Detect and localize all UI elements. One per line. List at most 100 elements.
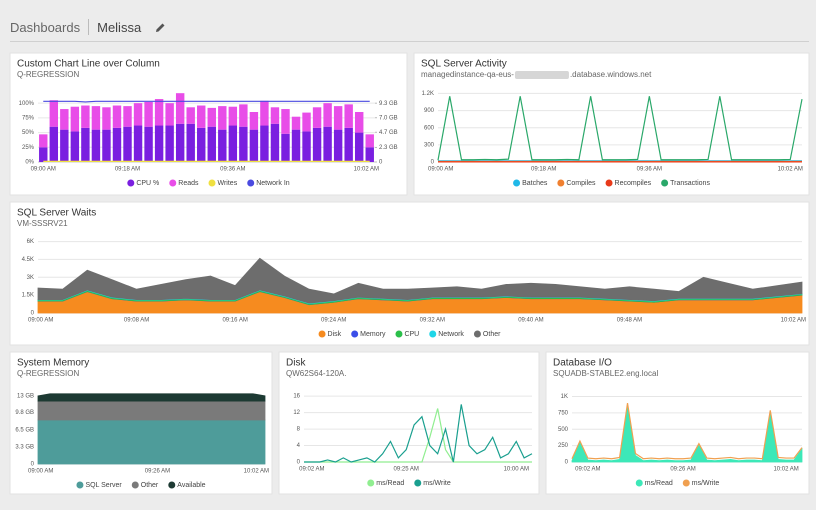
legend-item[interactable]: Other — [131, 481, 159, 489]
y-tick-label: 50% — [22, 130, 35, 136]
legend-label: ms/Write — [423, 480, 451, 487]
x-tick-label: 09:00 AM — [28, 318, 53, 324]
legend-item[interactable]: Transactions — [661, 179, 710, 187]
bar — [312, 107, 322, 128]
legend-item[interactable]: SQL Server — [76, 481, 122, 489]
legend-marker — [414, 479, 422, 487]
bar — [365, 134, 374, 148]
legend-marker — [395, 330, 403, 338]
legend-item[interactable]: ms/Read — [367, 479, 404, 487]
series-line — [437, 96, 803, 161]
series-line — [304, 408, 532, 463]
x-tick-label: 10:02 AM — [778, 167, 803, 173]
legend-item[interactable]: Network In — [247, 179, 290, 187]
legend-label: Reads — [178, 180, 199, 187]
legend-marker — [247, 179, 255, 187]
legend-marker — [513, 179, 521, 187]
breadcrumb[interactable]: Dashboards — [10, 19, 81, 35]
bar — [312, 127, 322, 162]
legend-marker — [76, 481, 84, 489]
x-tick-label: 10:00 AM — [504, 467, 529, 473]
bar — [281, 133, 290, 162]
x-tick-label: 09:36 AM — [637, 167, 662, 173]
x-tick-label: 09:18 AM — [115, 167, 140, 173]
legend-label: Memory — [360, 331, 386, 338]
bar — [175, 123, 185, 162]
panel-subtitle: Q-REGRESSION — [17, 369, 79, 378]
legend-item[interactable]: Disk — [318, 330, 342, 338]
legend-item[interactable]: Reads — [169, 179, 199, 187]
panel — [545, 351, 810, 495]
legend-marker — [429, 330, 437, 338]
legend-item[interactable]: ms/Write — [414, 479, 451, 487]
x-tick-label: 09:08 AM — [124, 318, 149, 324]
bar — [154, 99, 164, 126]
redacted-text — [514, 71, 569, 79]
y2-tick-label: 2.3 GB — [379, 145, 398, 151]
y-tick-label: 0 — [31, 311, 35, 317]
panel-subtitle: QW62S64-120A. — [286, 369, 346, 378]
y2-tick-label: 7.0 GB — [379, 115, 398, 121]
bar — [91, 129, 101, 162]
x-tick-label: 09:36 AM — [220, 167, 245, 173]
legend-item[interactable]: Other — [473, 330, 501, 338]
bar — [270, 107, 280, 124]
x-tick-label: 10:02 AM — [781, 318, 806, 324]
bar — [175, 93, 185, 124]
legend-item[interactable]: Available — [168, 481, 206, 489]
panel-title: Database I/O — [553, 358, 612, 369]
legend-label: Recompiles — [615, 180, 652, 187]
legend-marker — [131, 481, 139, 489]
x-tick-label: 09:00 AM — [28, 469, 53, 475]
y-tick-label: 1.5K — [22, 293, 34, 299]
legend-item[interactable]: Memory — [351, 330, 386, 338]
bar — [239, 126, 248, 162]
legend-item[interactable]: Batches — [513, 179, 548, 187]
edit-icon[interactable] — [155, 22, 166, 33]
panel — [413, 52, 810, 196]
y-tick-label: 0% — [25, 160, 34, 166]
bar — [60, 109, 69, 130]
bar — [354, 112, 364, 133]
legend-marker — [557, 179, 565, 187]
bar — [49, 100, 59, 127]
legend-label: CPU % — [136, 180, 159, 187]
legend-item[interactable]: CPU — [395, 330, 419, 338]
bar — [197, 127, 206, 162]
bar — [218, 129, 227, 162]
bar — [333, 129, 343, 162]
bar — [218, 106, 227, 130]
legend-item[interactable]: CPU % — [127, 179, 159, 187]
panel-title: Custom Chart Line over Column — [17, 59, 160, 70]
legend-item[interactable]: ms/Read — [635, 479, 673, 487]
bar — [291, 116, 301, 130]
legend-item[interactable]: Compiles — [557, 179, 596, 187]
legend-marker — [682, 479, 690, 487]
y-tick-label: 500 — [558, 427, 569, 433]
legend-item[interactable]: Network — [429, 330, 464, 338]
legend-marker — [367, 479, 375, 487]
panel — [278, 351, 540, 495]
legend-marker — [473, 330, 481, 338]
legend-marker — [661, 179, 669, 187]
legend-item[interactable]: Writes — [208, 179, 238, 187]
legend-label: Transactions — [670, 180, 710, 187]
bar — [197, 105, 206, 128]
legend-label: CPU — [404, 331, 419, 338]
bar — [49, 126, 59, 162]
bar — [207, 126, 216, 162]
legend-item[interactable]: ms/Write — [682, 479, 720, 487]
x-tick-label: 09:40 AM — [518, 318, 543, 324]
legend: CPU % Reads Writes Network In — [127, 179, 290, 187]
x-tick-label: 09:02 AM — [575, 467, 600, 473]
x-tick-label: 10:02 AM — [354, 167, 379, 173]
series-area — [37, 257, 803, 304]
legend-item[interactable]: Recompiles — [605, 179, 652, 187]
bar — [60, 129, 69, 162]
panel-title: Disk — [286, 358, 306, 369]
y-tick-label: 4.5K — [22, 257, 34, 263]
x-tick-label: 09:26 AM — [670, 467, 695, 473]
legend-marker — [127, 179, 135, 187]
legend-label: ms/Write — [692, 480, 720, 487]
